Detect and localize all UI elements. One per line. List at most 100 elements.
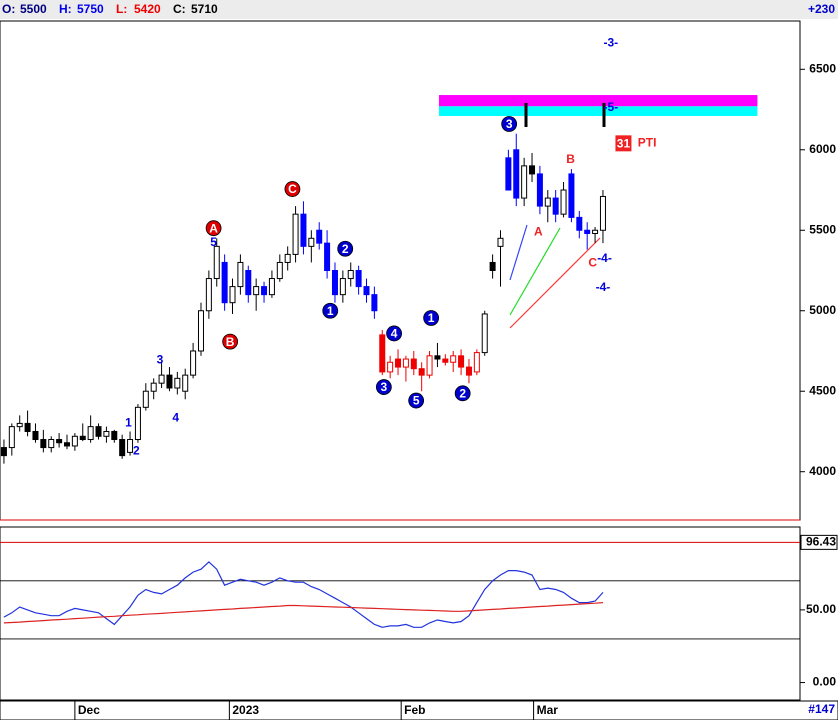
candle-body xyxy=(465,366,472,376)
wave-label: 3 xyxy=(380,380,387,394)
candle-body xyxy=(32,430,39,441)
ohlc-label: C: xyxy=(173,2,186,16)
ohlc-label: O: xyxy=(2,2,15,16)
candle-body xyxy=(450,355,457,363)
candle-body xyxy=(576,216,583,231)
x-tick-label: Mar xyxy=(537,703,559,717)
wave-marker xyxy=(375,379,392,395)
candle-body xyxy=(245,270,252,296)
candle-body xyxy=(426,355,433,376)
wave-marker xyxy=(337,240,354,257)
candle-body xyxy=(521,165,528,199)
candle-body xyxy=(16,422,23,428)
wave-marker xyxy=(454,385,471,402)
wave-label: B xyxy=(226,335,235,349)
wave-marker xyxy=(501,116,518,132)
zone xyxy=(439,106,758,116)
wave-label: C xyxy=(288,182,297,196)
candle-body xyxy=(119,439,126,457)
candle-body xyxy=(71,435,78,447)
wave-marker xyxy=(322,302,339,319)
candle-body xyxy=(134,406,141,441)
y-tick-label: 6000 xyxy=(809,142,836,156)
wave-label: -5- xyxy=(604,100,619,114)
candle-body xyxy=(568,173,575,218)
ohlc-label: L: xyxy=(116,2,127,16)
wave-label: PTI xyxy=(638,136,657,150)
candle-body xyxy=(418,368,425,376)
candle-body xyxy=(347,270,354,280)
wave-marker xyxy=(408,392,425,409)
fan-line xyxy=(509,224,528,281)
ohlc-label: H: xyxy=(59,2,72,16)
box-label: 31 xyxy=(617,137,631,151)
candle-body xyxy=(95,426,102,437)
candle-body xyxy=(544,197,551,207)
candle-body xyxy=(127,439,134,453)
candle-body xyxy=(0,447,7,457)
candle-body xyxy=(63,442,70,447)
candle-body xyxy=(505,157,512,191)
fan-lines xyxy=(509,224,601,329)
ohlc-value: 5710 xyxy=(191,2,218,16)
candle-body xyxy=(79,435,86,441)
candle-body xyxy=(197,310,204,352)
y-tick-label: 4500 xyxy=(809,383,836,397)
candle-body xyxy=(284,253,291,263)
candle-body xyxy=(182,374,189,392)
candle-body xyxy=(363,286,370,296)
wave-label: 2 xyxy=(342,242,349,256)
candle-body xyxy=(56,439,63,444)
candle-body xyxy=(331,270,338,296)
candle-body xyxy=(387,361,394,373)
x-tick-label: Dec xyxy=(78,703,100,717)
wave-label: B xyxy=(566,152,575,166)
candle-body xyxy=(237,261,244,288)
candle-body xyxy=(324,242,331,271)
candle-body xyxy=(190,350,197,376)
candle-body xyxy=(592,229,599,234)
wave-marker xyxy=(386,325,402,342)
y-tick-label: 5500 xyxy=(809,222,836,236)
candle-body xyxy=(339,278,346,296)
wave-label: A xyxy=(534,225,543,239)
osc-tick-label: 50.00 xyxy=(806,602,836,616)
wave-label: -4- xyxy=(596,280,611,294)
candle-body xyxy=(111,430,118,441)
osc-line xyxy=(3,602,604,624)
candle-body xyxy=(481,313,488,354)
wave-label: 5 xyxy=(210,235,217,249)
header-bar xyxy=(0,0,838,19)
wave-label: 3 xyxy=(506,117,513,131)
bar-count: #147 xyxy=(808,702,835,716)
candle-body xyxy=(316,229,323,244)
osc-value-box xyxy=(800,534,838,550)
candle-body xyxy=(158,374,165,384)
ohlc-value: 5420 xyxy=(134,2,161,16)
candle-body xyxy=(458,355,465,368)
candle-body xyxy=(276,261,283,280)
x-tick-label: 2023 xyxy=(232,703,259,717)
wave-label: 2 xyxy=(133,443,140,457)
wave-marker xyxy=(423,310,440,326)
candle-body xyxy=(87,426,94,441)
candle-body xyxy=(221,261,228,304)
zone xyxy=(439,95,758,107)
candle-body xyxy=(513,149,520,199)
fan-line xyxy=(509,227,561,316)
candle-body xyxy=(489,261,496,271)
fan-line xyxy=(509,237,601,329)
candle-body xyxy=(150,382,157,392)
wave-label: 4 xyxy=(391,327,398,341)
oscillator-panel xyxy=(0,526,801,701)
candle-body xyxy=(473,352,480,373)
candle-body xyxy=(253,286,260,296)
candle-body xyxy=(599,195,606,231)
wave-label: 3 xyxy=(157,352,164,366)
change: +230 xyxy=(808,2,835,16)
candle-body xyxy=(174,377,181,389)
candle-body xyxy=(261,286,268,296)
candle-body xyxy=(300,213,307,247)
candle-body xyxy=(213,245,220,280)
